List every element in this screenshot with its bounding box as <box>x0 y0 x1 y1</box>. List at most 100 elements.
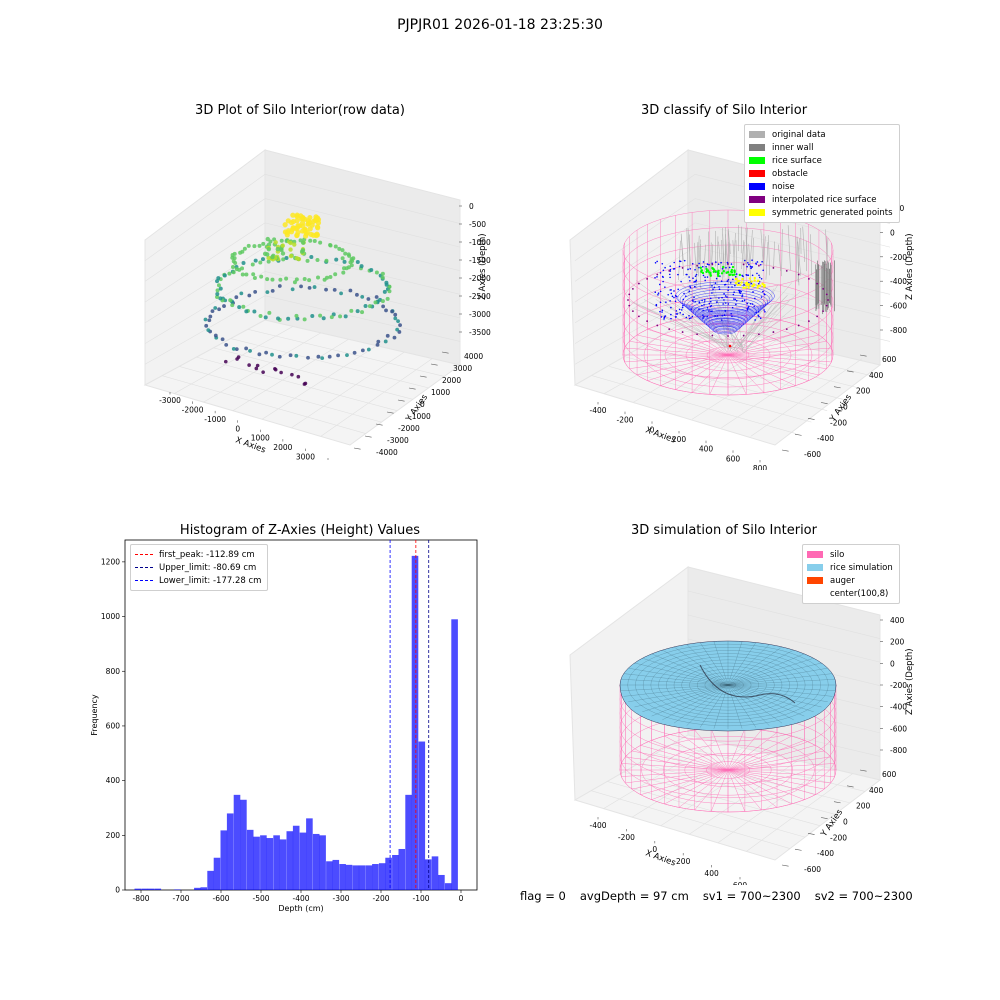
raw-y-tick-mark <box>408 387 416 390</box>
raw-data-point <box>207 318 212 323</box>
raw-y-tick-label: -2000 <box>398 424 420 433</box>
raw-data-point <box>220 337 225 342</box>
noise-point <box>698 266 700 269</box>
raw-y-tick-mark <box>375 423 383 426</box>
classify-floor-spoke <box>647 329 729 356</box>
rice-surface-point <box>722 270 725 273</box>
histogram-bar <box>141 888 148 890</box>
rice-mesh-spoke <box>727 679 836 686</box>
rice-mesh-spoke <box>727 662 822 686</box>
raw-data-point <box>284 276 289 281</box>
noise-point <box>730 263 733 265</box>
simulation-z-ticks: 400 200 0 -200 -400 -600 -800 <box>880 616 907 755</box>
raw-grid-line <box>162 375 366 434</box>
simulation-grid-line <box>717 766 826 844</box>
classify-legend-item: interpolated rice surface <box>749 193 893 206</box>
noise-point <box>660 316 663 318</box>
noise-point <box>680 280 682 283</box>
noise-point <box>746 274 748 276</box>
noise-point <box>735 273 738 275</box>
simulation-legend-item: auger <box>807 574 893 587</box>
raw-x-tick-label: 1000 <box>251 434 270 443</box>
classify-y-tick-mark <box>859 354 867 357</box>
original-data-point <box>710 243 714 275</box>
simulation-floor-spoke <box>631 750 729 771</box>
noise-point <box>698 301 701 303</box>
raw-data-point <box>265 236 270 242</box>
simulation-y-tick-mark <box>781 864 789 867</box>
noise-point <box>758 276 761 279</box>
simulation-y-tick-label: -200 <box>830 833 847 842</box>
raw-y-tick-mark <box>441 351 449 354</box>
classify-grid-line <box>592 375 796 434</box>
histogram-bar <box>372 864 379 890</box>
rice-surface-point <box>729 273 732 276</box>
interpolated-point <box>681 267 684 269</box>
raw-data-point <box>253 289 258 294</box>
raw-data-point <box>270 254 275 260</box>
raw-data-point <box>204 323 209 328</box>
raw-data-point <box>289 220 295 226</box>
raw-data-point <box>290 372 294 377</box>
noise-point <box>746 265 748 268</box>
raw-data-point <box>303 381 308 386</box>
raw-z-tick-label: -1500 <box>469 256 491 265</box>
rice-mesh-spoke <box>727 673 833 686</box>
raw-data-point <box>258 260 263 265</box>
noise-point <box>720 280 723 282</box>
raw-data-point <box>231 347 236 351</box>
noise-point <box>659 283 661 286</box>
noise-point <box>670 317 672 320</box>
rice-mesh-spoke <box>686 644 729 686</box>
simulation-y-tick-mark <box>846 785 854 788</box>
noise-point <box>657 292 660 294</box>
raw-data-point <box>355 260 360 265</box>
interpolated-point <box>646 277 648 280</box>
raw-data-point <box>343 251 348 256</box>
raw-data-point <box>215 279 220 284</box>
interpolated-point <box>822 310 825 313</box>
classify-floor-spoke <box>727 354 819 376</box>
classify-grid-line <box>694 222 891 272</box>
original-data-point <box>802 226 805 262</box>
classify-legend-swatch <box>749 157 765 164</box>
noise-point <box>680 309 683 311</box>
noise-point <box>753 305 755 308</box>
histogram-y-tick-label: 0 <box>115 886 120 895</box>
classify-legend-item: inner wall <box>749 141 893 154</box>
original-data-point <box>744 304 773 347</box>
original-data-point <box>682 285 743 346</box>
histogram-legend-swatch <box>135 567 153 568</box>
symmetric-point <box>745 283 749 287</box>
raw-z-tick-label: -3000 <box>469 310 491 319</box>
histogram-bar <box>266 838 274 890</box>
raw-data-point <box>288 247 293 252</box>
simulation-z-tick-label: -800 <box>890 746 907 755</box>
raw-x-tick-label: -3000 <box>159 396 181 405</box>
noise-point <box>719 275 721 277</box>
raw-data-point <box>231 270 236 275</box>
simulation-floor-spoke <box>727 769 831 784</box>
classify-legend-label: rice surface <box>772 155 822 166</box>
interpolated-point <box>822 287 825 290</box>
noise-point <box>747 261 749 264</box>
simulation-legend-swatch <box>807 590 823 597</box>
rice-mesh-spoke <box>727 684 757 728</box>
raw-data-point <box>254 366 259 371</box>
noise-point <box>732 278 734 281</box>
raw-data-point <box>218 286 223 291</box>
classify-floor-spoke <box>624 347 729 356</box>
classify-floor-spoke <box>727 354 781 390</box>
raw-data-point <box>306 355 310 360</box>
original-data-point <box>718 241 722 272</box>
histogram-bar <box>220 830 228 890</box>
interpolated-point <box>758 333 760 336</box>
simulation-floor-spoke <box>727 769 805 800</box>
simulation-y-tick-label: 600 <box>882 770 897 779</box>
noise-point <box>694 280 696 283</box>
classify-floor-spoke <box>709 354 729 395</box>
symmetric-point <box>752 283 756 286</box>
raw-data-point <box>241 304 246 309</box>
raw-data-point <box>352 350 357 355</box>
original-data-point <box>765 241 769 280</box>
